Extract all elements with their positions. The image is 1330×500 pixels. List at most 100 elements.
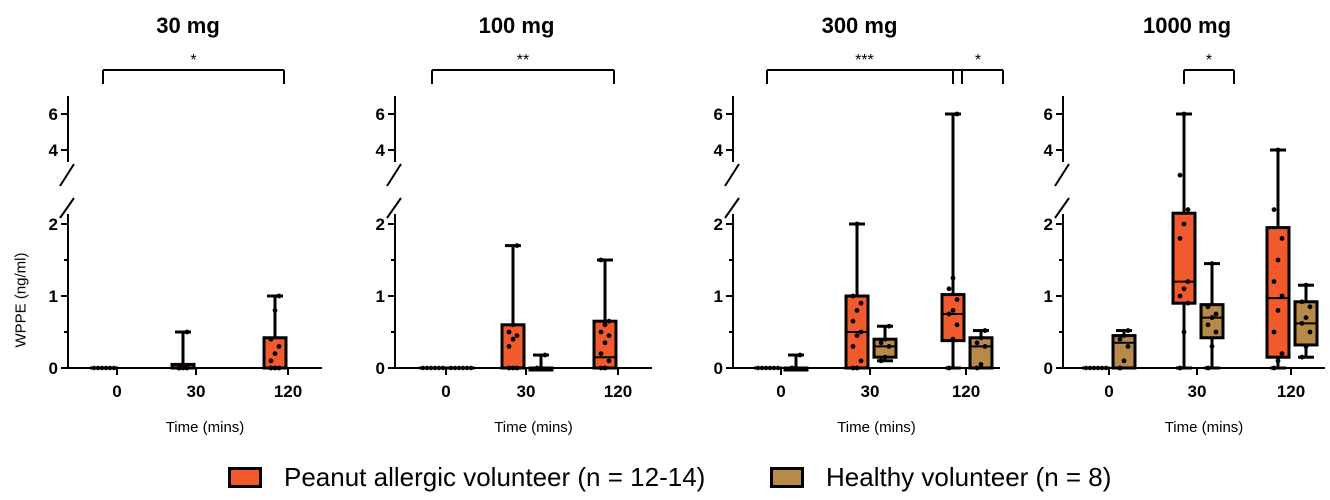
data-point bbox=[1181, 286, 1187, 292]
data-point bbox=[850, 365, 856, 371]
data-point bbox=[1121, 333, 1127, 338]
data-point bbox=[598, 365, 604, 371]
x-tick-label: 30 bbox=[517, 382, 536, 401]
data-point bbox=[606, 333, 612, 338]
y-tick-label: 2 bbox=[49, 215, 58, 234]
panel-title: 30 mg bbox=[156, 13, 220, 38]
data-point bbox=[276, 344, 282, 349]
data-point bbox=[982, 344, 988, 349]
significance-label: * bbox=[190, 52, 196, 69]
data-point bbox=[468, 365, 474, 371]
data-point bbox=[180, 362, 186, 367]
box-iqr bbox=[500, 323, 526, 370]
legend-label-peanut-allergic: Peanut allergic volunteer (n = 12-14) bbox=[284, 462, 706, 492]
data-point bbox=[789, 365, 795, 371]
axis-break-mark bbox=[386, 197, 402, 219]
x-tick-label: 0 bbox=[441, 382, 450, 401]
data-point bbox=[510, 336, 516, 342]
y-tick-label: 4 bbox=[376, 141, 386, 160]
data-point bbox=[954, 322, 960, 328]
data-point bbox=[1177, 172, 1183, 178]
y-tick-label: 2 bbox=[1044, 215, 1053, 234]
y-tick-label: 6 bbox=[714, 105, 723, 124]
axis-break-mark bbox=[1054, 163, 1070, 187]
data-point bbox=[775, 365, 781, 371]
data-point bbox=[510, 365, 516, 371]
legend-item-peanut-allergic: Peanut allergic volunteer (n = 12-14) bbox=[228, 462, 705, 493]
data-point bbox=[974, 340, 980, 346]
data-point bbox=[1299, 354, 1305, 360]
data-point bbox=[1177, 236, 1183, 241]
data-point bbox=[514, 333, 520, 338]
data-point bbox=[1271, 279, 1277, 284]
y-tick-label: 2 bbox=[376, 215, 385, 234]
data-point bbox=[272, 365, 278, 371]
data-point bbox=[950, 336, 956, 342]
data-point bbox=[598, 329, 604, 335]
data-point bbox=[850, 344, 856, 349]
data-point bbox=[946, 311, 952, 317]
axis-break-mark bbox=[59, 163, 75, 187]
data-point bbox=[1271, 365, 1277, 371]
y-axis-label: WPPE (ng/ml) bbox=[12, 252, 30, 348]
legend-item-healthy: Healthy volunteer (n = 8) bbox=[770, 462, 1111, 493]
y-axis-label-container: WPPE (ng/ml) bbox=[6, 180, 36, 420]
data-point bbox=[1303, 282, 1309, 288]
data-point bbox=[452, 365, 458, 371]
x-tick-label: 0 bbox=[776, 382, 785, 401]
data-point bbox=[538, 365, 544, 371]
panel-title: 300 mg bbox=[822, 13, 898, 38]
axis-break-mark bbox=[59, 197, 75, 219]
y-tick-label: 6 bbox=[1044, 105, 1053, 124]
y-tick-label: 1 bbox=[1044, 287, 1053, 306]
data-point bbox=[1185, 279, 1191, 284]
data-point bbox=[1213, 311, 1219, 317]
data-point bbox=[510, 322, 516, 328]
data-point bbox=[850, 318, 856, 324]
data-point bbox=[767, 365, 773, 371]
data-point bbox=[1185, 300, 1191, 306]
data-point bbox=[1299, 299, 1305, 305]
box-iqr bbox=[940, 293, 966, 343]
data-point bbox=[268, 336, 274, 342]
data-point bbox=[1087, 365, 1093, 371]
data-point bbox=[886, 344, 892, 349]
data-point bbox=[506, 365, 512, 371]
data-point bbox=[176, 365, 182, 371]
box-iqr bbox=[872, 337, 898, 359]
significance-label: * bbox=[1206, 52, 1212, 69]
y-tick-label: 0 bbox=[376, 359, 385, 378]
data-point bbox=[420, 365, 426, 371]
x-axis-label: Time (mins) bbox=[166, 419, 245, 436]
data-point bbox=[978, 362, 984, 367]
data-point bbox=[1275, 308, 1281, 313]
axis-break-mark bbox=[724, 197, 740, 219]
data-point bbox=[1099, 365, 1105, 371]
data-point bbox=[1205, 365, 1211, 371]
data-point bbox=[456, 365, 462, 371]
data-point bbox=[1121, 358, 1127, 364]
x-tick-label: 0 bbox=[1104, 382, 1113, 401]
data-point bbox=[602, 340, 608, 346]
x-tick-label: 30 bbox=[861, 382, 880, 401]
data-point bbox=[1209, 315, 1215, 320]
data-point bbox=[797, 352, 803, 358]
data-point bbox=[982, 328, 988, 333]
legend-swatch-healthy bbox=[770, 467, 804, 488]
box-iqr bbox=[1265, 226, 1291, 359]
data-point bbox=[954, 111, 960, 117]
y-tick-label: 0 bbox=[1044, 359, 1053, 378]
data-point bbox=[1275, 147, 1281, 153]
data-point bbox=[111, 365, 117, 371]
significance-label: * bbox=[975, 52, 981, 69]
data-point bbox=[460, 365, 466, 371]
data-point bbox=[1177, 365, 1183, 371]
x-tick-label: 120 bbox=[1277, 382, 1305, 401]
data-point bbox=[506, 344, 512, 349]
data-point bbox=[606, 318, 612, 324]
data-point bbox=[1271, 207, 1277, 213]
data-point bbox=[858, 300, 864, 306]
data-point bbox=[602, 365, 608, 371]
data-point bbox=[276, 365, 282, 371]
data-point bbox=[184, 365, 190, 371]
